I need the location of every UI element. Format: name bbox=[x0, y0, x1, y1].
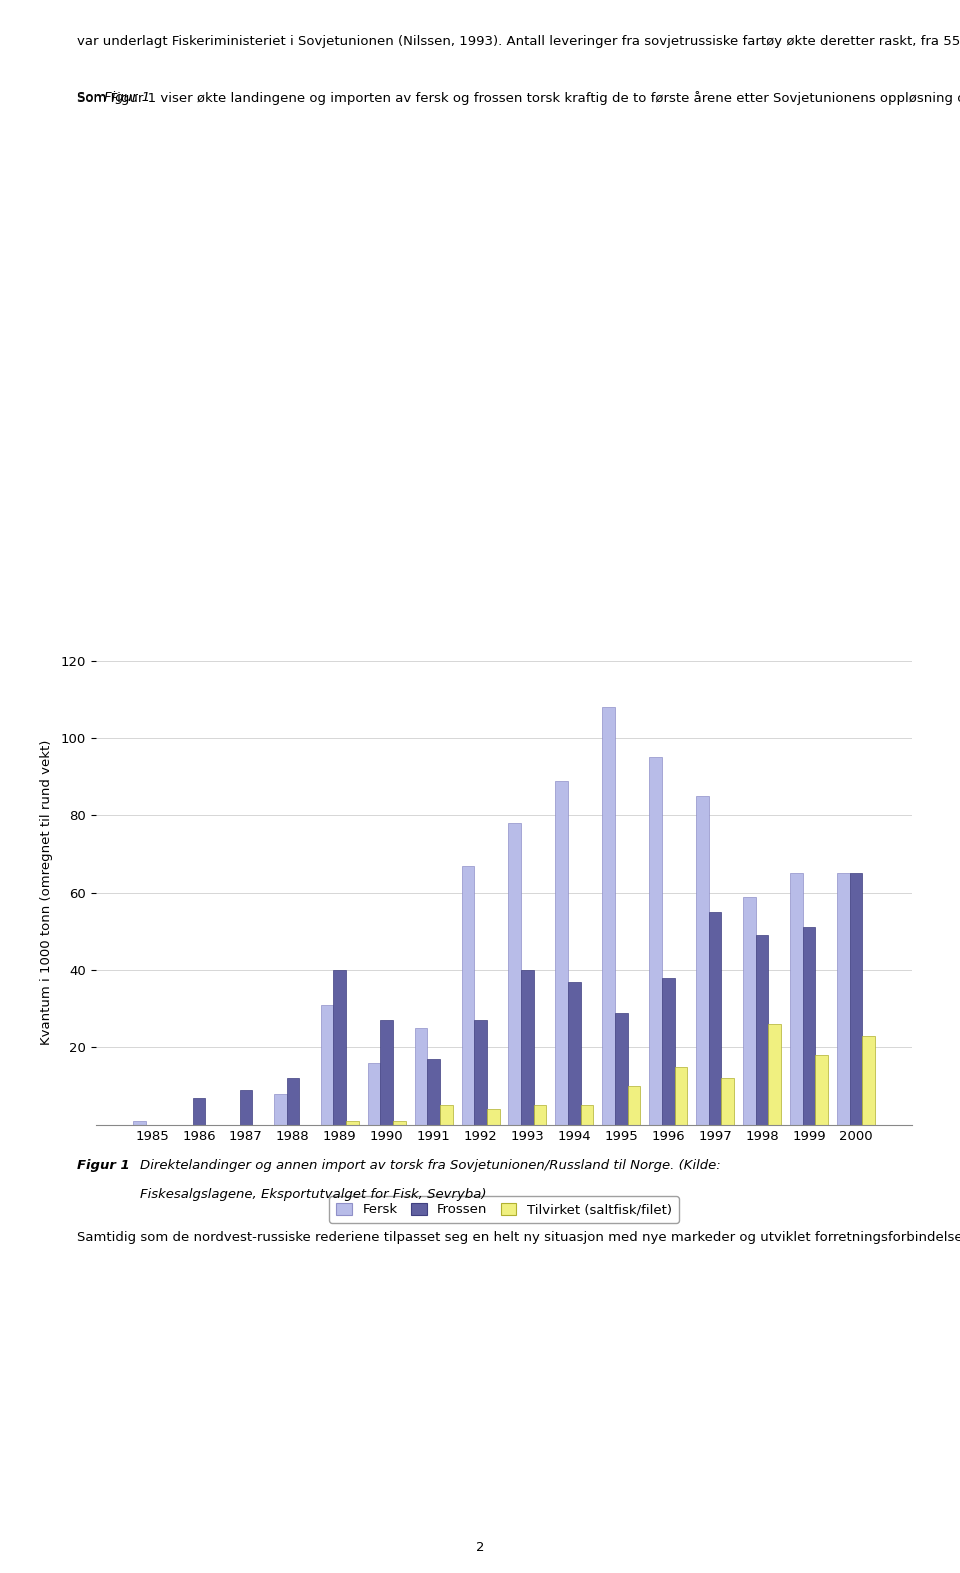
Bar bbox=[602, 708, 615, 1125]
Bar bbox=[661, 978, 675, 1125]
Bar bbox=[581, 1106, 593, 1125]
Text: var underlagt Fiskeriministeriet i Sovjetunionen (Nilssen, 1993). Antall leverin: var underlagt Fiskeriministeriet i Sovje… bbox=[77, 35, 960, 47]
Bar bbox=[347, 1122, 359, 1125]
Bar bbox=[133, 1122, 146, 1125]
Bar bbox=[240, 1090, 252, 1125]
Bar bbox=[462, 865, 474, 1125]
Text: 2: 2 bbox=[476, 1542, 484, 1554]
Text: Som Figur 1 viser økte landingene og importen av fersk og frossen torsk kraftig : Som Figur 1 viser økte landingene og imp… bbox=[77, 91, 960, 105]
Text: Samtidig som de nordvest-russiske rederiene tilpasset seg en helt ny situasjon m: Samtidig som de nordvest-russiske rederi… bbox=[77, 1230, 960, 1244]
Bar bbox=[649, 757, 661, 1125]
Bar bbox=[368, 1063, 380, 1125]
Text: Som: Som bbox=[77, 91, 110, 104]
Bar bbox=[743, 897, 756, 1125]
Bar bbox=[568, 982, 581, 1125]
Text: Direktelandinger og annen import av torsk fra Sovjetunionen/Russland til Norge. : Direktelandinger og annen import av tors… bbox=[140, 1159, 721, 1172]
Bar bbox=[440, 1106, 452, 1125]
Bar bbox=[790, 873, 803, 1125]
Bar bbox=[380, 1021, 393, 1125]
Bar bbox=[837, 873, 850, 1125]
Bar bbox=[286, 1079, 300, 1125]
Legend: Fersk, Frossen, Tilvirket (saltfisk/filet): Fersk, Frossen, Tilvirket (saltfisk/file… bbox=[329, 1195, 679, 1222]
Bar bbox=[415, 1029, 427, 1125]
Bar bbox=[393, 1122, 406, 1125]
Bar bbox=[803, 928, 815, 1125]
Bar bbox=[333, 971, 347, 1125]
Bar bbox=[615, 1013, 628, 1125]
Bar bbox=[850, 873, 862, 1125]
Bar bbox=[722, 1079, 734, 1125]
Text: Figur 1: Figur 1 bbox=[104, 91, 150, 104]
Bar bbox=[675, 1066, 687, 1125]
Bar bbox=[815, 1055, 828, 1125]
Bar bbox=[487, 1109, 499, 1125]
Bar bbox=[696, 796, 708, 1125]
Bar bbox=[862, 1035, 875, 1125]
Bar bbox=[756, 936, 768, 1125]
Bar bbox=[521, 971, 534, 1125]
Bar bbox=[509, 823, 521, 1125]
Bar bbox=[321, 1005, 333, 1125]
Bar bbox=[474, 1021, 487, 1125]
Bar bbox=[274, 1093, 286, 1125]
Bar bbox=[768, 1024, 781, 1125]
Text: Figur 1: Figur 1 bbox=[77, 1159, 130, 1172]
Text: Fiskesalgslagene, Eksportutvalget for Fisk, Sevryba): Fiskesalgslagene, Eksportutvalget for Fi… bbox=[140, 1188, 487, 1200]
Bar bbox=[556, 780, 568, 1125]
Bar bbox=[708, 912, 722, 1125]
Bar bbox=[427, 1059, 440, 1125]
Bar bbox=[193, 1098, 205, 1125]
Y-axis label: Kvantum i 1000 tonn (omregnet til rund vekt): Kvantum i 1000 tonn (omregnet til rund v… bbox=[39, 739, 53, 1046]
Bar bbox=[628, 1085, 640, 1125]
Bar bbox=[534, 1106, 546, 1125]
